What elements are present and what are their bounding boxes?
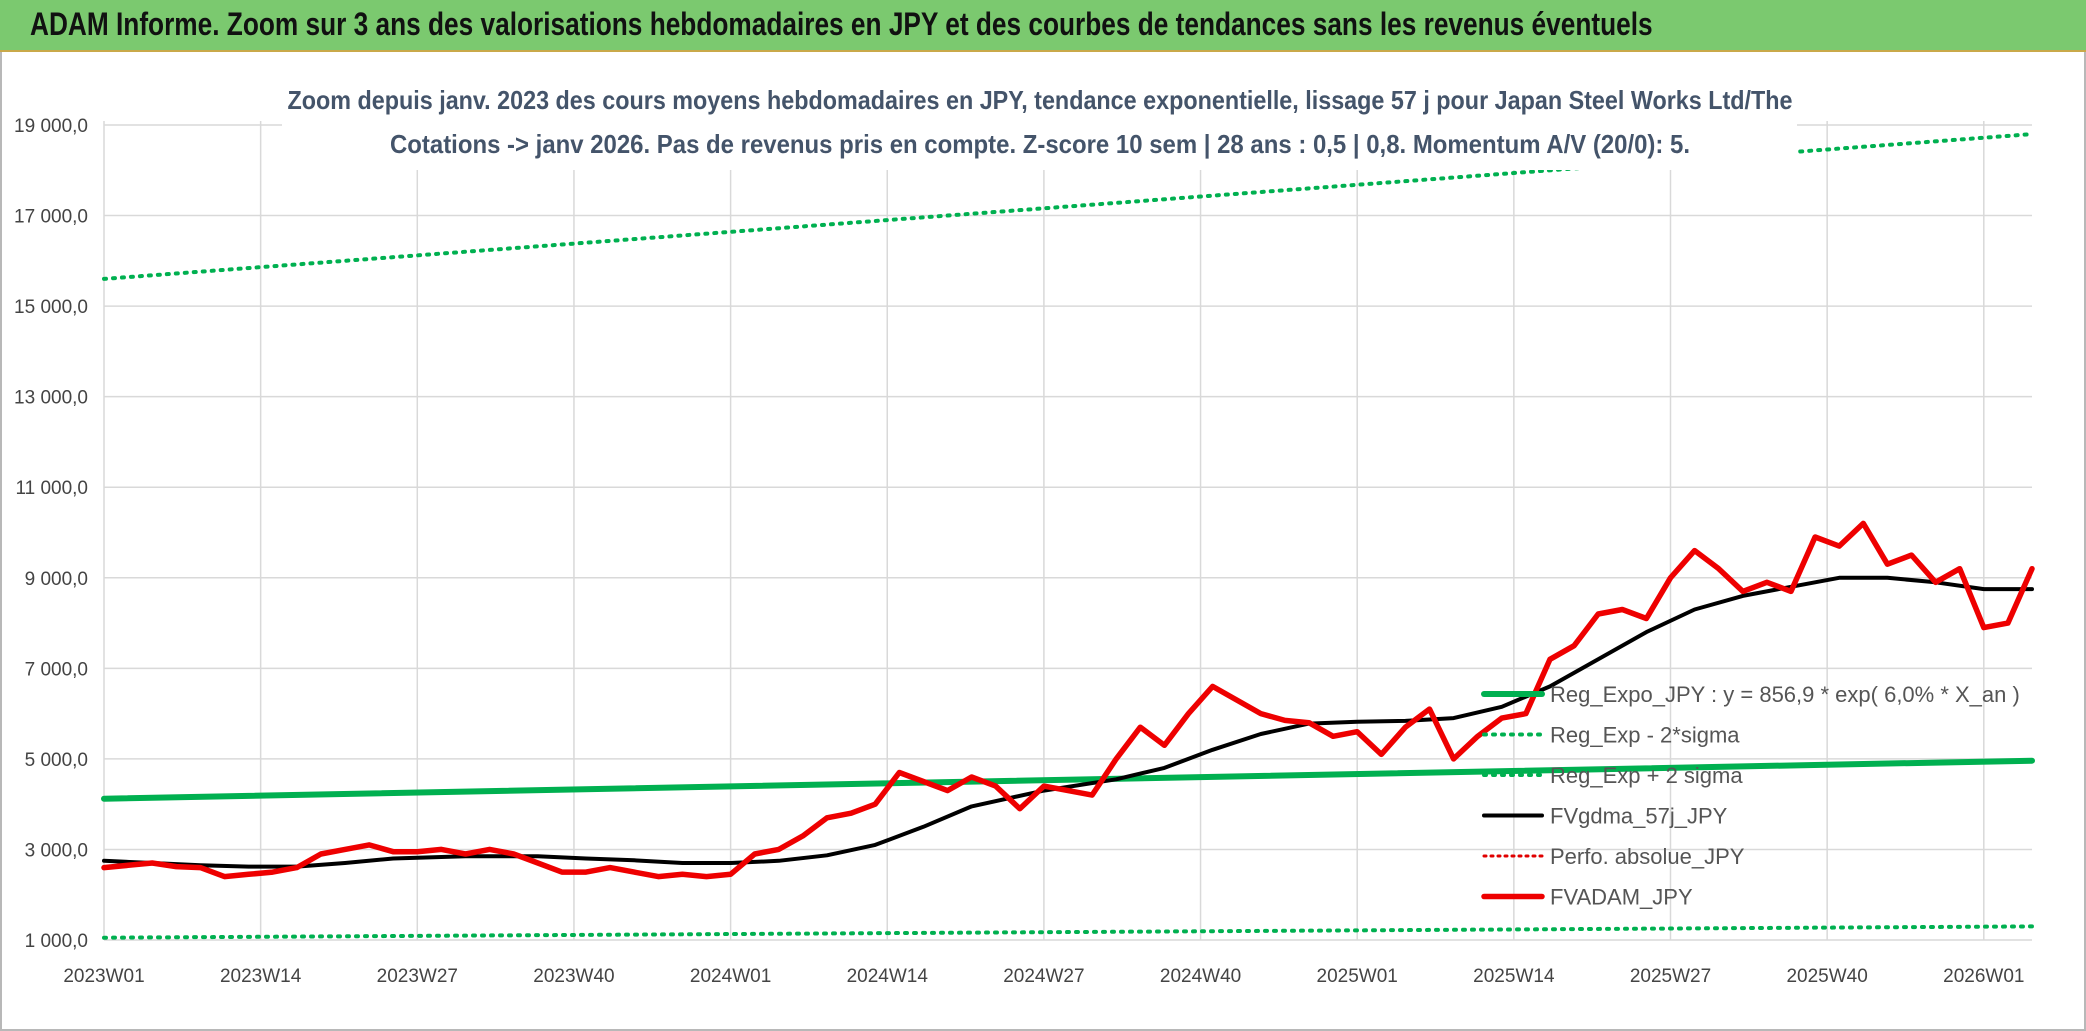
reg-expo-line xyxy=(101,757,2035,802)
reg-minus-2sigma-line xyxy=(102,924,2034,940)
legend-label: Reg_Expo_JPY : y = 856,9 * exp( 6,0% * X… xyxy=(1550,682,2020,707)
x-tick-label: 2023W40 xyxy=(533,966,614,987)
y-tick-label: 13 000,0 xyxy=(14,388,88,409)
legend-label: FVgdma_57j_JPY xyxy=(1550,804,1728,829)
x-tick-label: 2023W27 xyxy=(377,966,458,987)
y-tick-label: 5 000,0 xyxy=(25,750,88,771)
y-tick-label: 1 000,0 xyxy=(25,931,88,952)
x-tick-label: 2023W01 xyxy=(63,966,144,987)
legend-label: Reg_Exp + 2 sigma xyxy=(1550,763,1743,788)
series-lines xyxy=(101,132,2035,940)
y-tick-label: 3 000,0 xyxy=(25,840,88,861)
gridlines xyxy=(103,121,2032,941)
y-axis-tick-labels: 1 000,0 3 000,0 5 000,0 7 000,0 9 000,0 11 00… xyxy=(14,116,88,952)
chart-title-background xyxy=(282,76,1797,170)
fvgdma-57j-line xyxy=(102,575,2034,869)
y-tick-label: 9 000,0 xyxy=(25,569,88,590)
x-tick-label: 2024W27 xyxy=(1003,966,1084,987)
chart-legend: Reg_Expo_JPY : y = 856,9 * exp( 6,0% * X… xyxy=(1481,682,2020,910)
chart-title-line-1: Zoom depuis janv. 2023 des cours moyens … xyxy=(288,85,1793,115)
x-tick-label: 2025W01 xyxy=(1317,966,1398,987)
chart-title-line-2: Cotations -> janv 2026. Pas de revenus p… xyxy=(390,129,1690,159)
x-tick-label: 2026W01 xyxy=(1943,966,2024,987)
x-tick-label: 2025W14 xyxy=(1473,966,1555,987)
y-tick-label: 7 000,0 xyxy=(25,659,88,680)
report-title: ADAM Informe. Zoom sur 3 ans des valoris… xyxy=(30,6,1653,42)
x-axis-tick-labels: 2023W01 2023W14 2023W27 2023W40 2024W01 2024W… xyxy=(63,966,2024,987)
report-banner: ADAM Informe. Zoom sur 3 ans des valoris… xyxy=(0,0,2086,52)
legend-label: Perfo. absolue_JPY xyxy=(1550,844,1745,869)
x-tick-label: 2023W14 xyxy=(220,966,302,987)
y-tick-label: 11 000,0 xyxy=(15,478,88,499)
legend-label: Reg_Exp - 2*sigma xyxy=(1550,723,1740,748)
x-tick-label: 2025W27 xyxy=(1630,966,1711,987)
y-tick-label: 15 000,0 xyxy=(14,297,88,318)
x-tick-label: 2024W14 xyxy=(847,966,929,987)
legend-label: FVADAM_JPY xyxy=(1550,885,1693,910)
x-tick-label: 2024W01 xyxy=(690,966,771,987)
fvadam-line xyxy=(101,520,2035,880)
x-tick-label: 2025W40 xyxy=(1786,966,1867,987)
y-tick-label: 19 000,0 xyxy=(14,116,88,137)
x-tick-label: 2024W40 xyxy=(1160,966,1241,987)
chart-title: Zoom depuis janv. 2023 des cours moyens … xyxy=(282,76,1797,170)
y-tick-label: 17 000,0 xyxy=(14,207,88,228)
